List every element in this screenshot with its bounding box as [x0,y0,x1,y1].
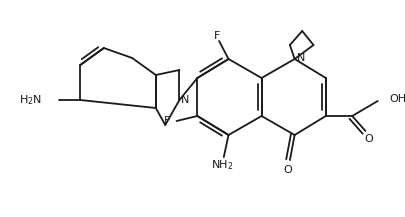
Text: NH$_2$: NH$_2$ [211,158,233,172]
Text: O: O [364,134,373,144]
Text: OH: OH [389,94,405,104]
Text: N: N [181,95,190,105]
Text: F: F [214,31,220,41]
Text: H$_2$N: H$_2$N [19,93,42,107]
Text: N: N [296,53,305,63]
Text: O: O [284,165,292,175]
Text: F: F [164,116,171,126]
